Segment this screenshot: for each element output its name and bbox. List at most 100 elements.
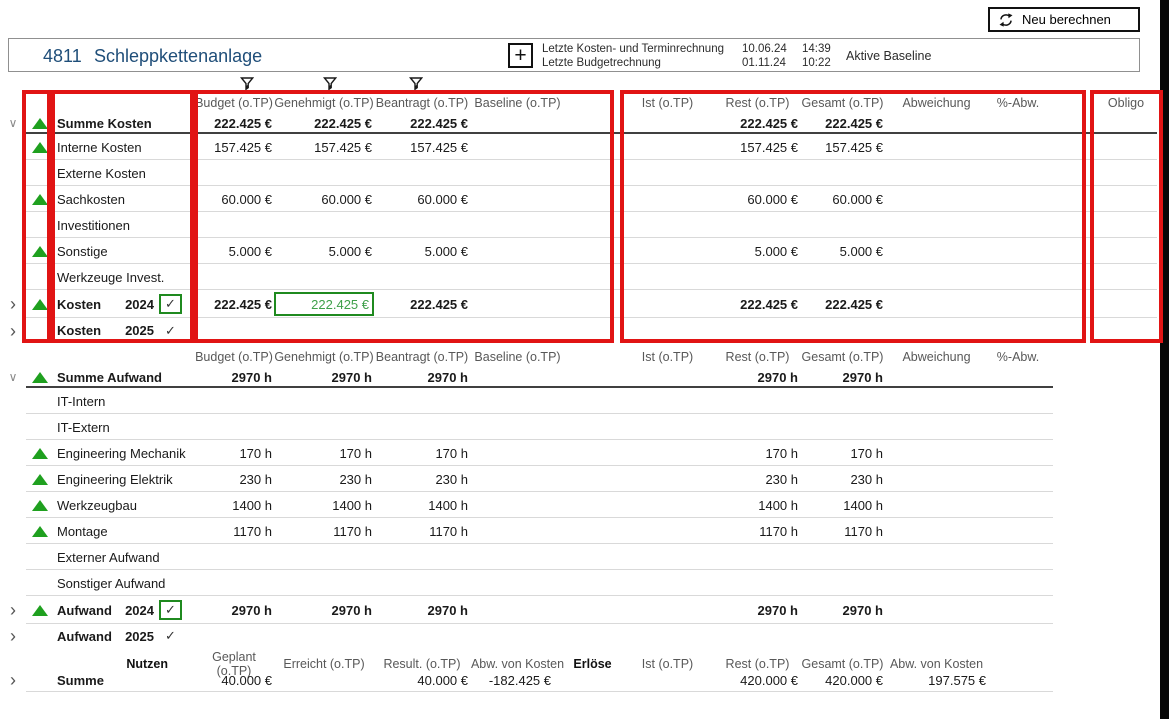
cell-genehmigt[interactable]: 60.000 € — [321, 191, 372, 207]
cell-rest[interactable]: 2970 h — [757, 602, 798, 618]
chevron-right-icon[interactable]: › — [10, 626, 16, 646]
cell-rest[interactable]: 5.000 € — [754, 243, 798, 259]
cell-genehmigt[interactable]: 1400 h — [332, 497, 372, 513]
table-row-kosten-2024: › Kosten 2024 ✓ 222.425 € 222.425 € 222.… — [0, 290, 1157, 318]
cell-gesamt[interactable]: 5.000 € — [839, 243, 883, 259]
cell-beantragt[interactable]: 230 h — [435, 471, 468, 487]
cell-beantragt[interactable]: 60.000 € — [417, 191, 468, 207]
cell-budget[interactable]: 222.425 € — [214, 115, 272, 131]
row-label: Kosten — [57, 323, 102, 338]
cell-rest[interactable]: 170 h — [765, 445, 798, 461]
chevron-right-icon[interactable]: › — [10, 294, 16, 314]
cell-rest[interactable]: 222.425 € — [740, 115, 798, 131]
cell-budget[interactable]: 2970 h — [231, 369, 272, 385]
cell-abw-von-kosten-2[interactable]: 197.575 € — [928, 672, 986, 688]
cell-gesamt[interactable]: 1400 h — [843, 497, 883, 513]
refresh-icon — [998, 12, 1014, 28]
filter-icon[interactable] — [323, 77, 338, 96]
cell-geplant[interactable]: 40.000 € — [221, 672, 272, 688]
cell-genehmigt[interactable]: 2970 h — [331, 602, 372, 618]
cell-gesamt[interactable]: 222.425 € — [825, 115, 883, 131]
cell-rest[interactable]: 420.000 € — [740, 672, 798, 688]
cell-result[interactable]: 40.000 € — [417, 672, 468, 688]
cell-budget[interactable]: 60.000 € — [221, 191, 272, 207]
col-header-budget: Budget (o.TP) — [195, 349, 273, 364]
cell-genehmigt[interactable]: 222.425 € — [314, 115, 372, 131]
table-row-aufwand-2025: › Aufwand 2025 ✓ — [0, 624, 1157, 648]
cell-budget[interactable]: 1400 h — [232, 497, 272, 513]
cell-gesamt[interactable]: 157.425 € — [825, 139, 883, 155]
cell-budget[interactable]: 222.425 € — [214, 296, 272, 312]
cell-genehmigt[interactable]: 170 h — [339, 445, 372, 461]
row-label: Summe — [57, 672, 104, 688]
col-header-obligo: Obligo — [1107, 95, 1145, 110]
cell-beantragt[interactable]: 157.425 € — [410, 139, 468, 155]
filter-icon[interactable] — [240, 77, 255, 96]
col-header-genehmigt: Genehmigt (o.TP) — [274, 95, 374, 110]
chevron-right-icon[interactable]: › — [10, 670, 16, 690]
table-row-summe-kosten: ∨ Summe Kosten 222.425 € 222.425 € 222.4… — [0, 112, 1157, 134]
chevron-down-icon[interactable]: ∨ — [8, 116, 18, 130]
cell-beantragt[interactable]: 222.425 € — [410, 296, 468, 312]
cell-gesamt[interactable]: 60.000 € — [832, 191, 883, 207]
cell-rest[interactable]: 1400 h — [758, 497, 798, 513]
scrollbar-strip[interactable] — [1160, 0, 1169, 719]
cell-budget[interactable]: 170 h — [239, 445, 272, 461]
cell-gesamt[interactable]: 1170 h — [844, 523, 883, 539]
checkmark-icon[interactable]: ✓ — [165, 322, 176, 338]
cell-gesamt[interactable]: 230 h — [850, 471, 883, 487]
row-label: Werkzeuge Invest. — [57, 269, 165, 285]
table-row-kosten-2025: › Kosten 2025 ✓ — [0, 318, 1157, 343]
cell-genehmigt[interactable]: 1170 h — [333, 523, 372, 539]
cell-gesamt[interactable]: 420.000 € — [825, 672, 883, 688]
cell-genehmigt[interactable]: 230 h — [339, 471, 372, 487]
cell-beantragt[interactable]: 170 h — [435, 445, 468, 461]
cell-gesamt[interactable]: 2970 h — [842, 369, 883, 385]
expand-plus-icon[interactable]: + — [508, 43, 533, 68]
cell-rest[interactable]: 60.000 € — [747, 191, 798, 207]
cell-budget[interactable]: 2970 h — [231, 602, 272, 618]
row-label: Engineering Elektrik — [57, 471, 173, 487]
col-header-rest: Rest (o.TP) — [725, 657, 790, 671]
filter-icon[interactable] — [409, 77, 424, 96]
last-budget-calc-time: 10:22 — [802, 57, 831, 69]
cell-beantragt[interactable]: 2970 h — [427, 602, 468, 618]
cell-budget[interactable]: 5.000 € — [228, 243, 272, 259]
cell-beantragt[interactable]: 222.425 € — [410, 115, 468, 131]
cell-gesamt[interactable]: 222.425 € — [825, 296, 883, 312]
cell-rest[interactable]: 222.425 € — [740, 296, 798, 312]
project-id: 4811 — [43, 46, 82, 66]
cell-budget[interactable]: 157.425 € — [214, 139, 272, 155]
cell-rest[interactable]: 1170 h — [759, 523, 798, 539]
table-row-externer-aufwand: Externer Aufwand — [0, 544, 1157, 570]
checkmark-icon[interactable]: ✓ — [159, 600, 182, 620]
cell-gesamt[interactable]: 2970 h — [842, 602, 883, 618]
cell-budget[interactable]: 1170 h — [233, 523, 272, 539]
cell-rest[interactable]: 2970 h — [757, 369, 798, 385]
col-header-genehmigt: Genehmigt (o.TP) — [274, 349, 374, 364]
row-label: Sonstige — [57, 243, 108, 259]
col-header-abw-von-kosten-2: Abw. von Kosten — [889, 657, 984, 671]
col-header-erloese: Erlöse — [573, 657, 612, 671]
chevron-down-icon[interactable]: ∨ — [8, 370, 18, 384]
cell-genehmigt-selected[interactable]: 222.425 € — [274, 292, 374, 316]
cell-genehmigt[interactable]: 5.000 € — [328, 243, 372, 259]
cell-rest[interactable]: 230 h — [765, 471, 798, 487]
cell-budget[interactable]: 230 h — [239, 471, 272, 487]
col-header-beantragt: Beantragt (o.TP) — [375, 349, 469, 364]
cell-beantragt[interactable]: 2970 h — [427, 369, 468, 385]
cell-beantragt[interactable]: 1170 h — [429, 523, 468, 539]
cell-gesamt[interactable]: 170 h — [850, 445, 883, 461]
cost-table: Budget (o.TP) Genehmigt (o.TP) Beantragt… — [0, 93, 1157, 343]
cell-genehmigt[interactable]: 157.425 € — [314, 139, 372, 155]
cell-beantragt[interactable]: 1400 h — [428, 497, 468, 513]
checkmark-icon[interactable]: ✓ — [165, 628, 176, 643]
cell-beantragt[interactable]: 5.000 € — [424, 243, 468, 259]
cell-rest[interactable]: 157.425 € — [740, 139, 798, 155]
chevron-right-icon[interactable]: › — [10, 320, 16, 341]
cell-abw-von-kosten[interactable]: -182.425 € — [488, 672, 551, 688]
checkmark-icon[interactable]: ✓ — [159, 294, 182, 314]
chevron-right-icon[interactable]: › — [10, 600, 16, 620]
recalculate-button[interactable]: Neu berechnen — [988, 7, 1140, 32]
cell-genehmigt[interactable]: 2970 h — [331, 369, 372, 385]
